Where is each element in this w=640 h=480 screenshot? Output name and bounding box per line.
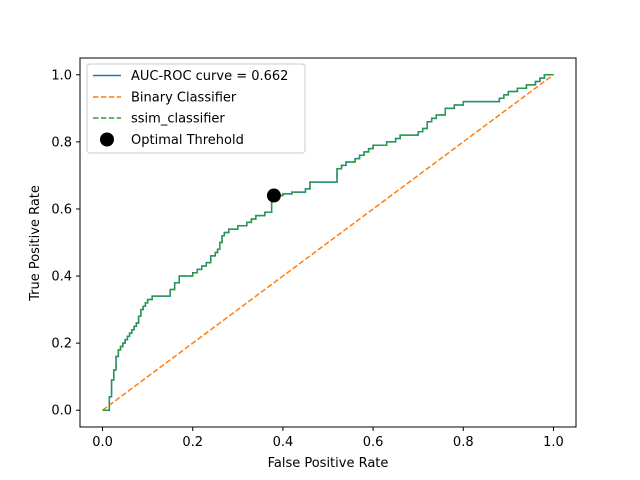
legend: AUC-ROC curve = 0.662 Binary Classifier …	[86, 63, 306, 154]
x-axis-label: False Positive Rate	[268, 456, 389, 471]
x-tick-label: 0.4	[273, 435, 294, 450]
binary-classifier-line	[102, 74, 554, 411]
x-tick-label: 0.8	[453, 435, 474, 450]
x-tick-label: 0.0	[92, 435, 113, 450]
legend-label-optimal: Optimal Threhold	[131, 133, 244, 148]
legend-label-auc: AUC-ROC curve = 0.662	[131, 69, 288, 84]
y-axis-label: True Positive Rate	[28, 185, 43, 302]
y-tick-label: 0.6	[51, 202, 72, 217]
optimal-threshold-point	[266, 188, 281, 203]
legend-marker-optimal	[100, 132, 114, 147]
y-tick-label: 0.2	[51, 337, 72, 352]
ssim-classifier-line	[102, 74, 554, 411]
legend-label-ssim: ssim_classifier	[131, 112, 225, 127]
legend-label-binary: Binary Classifier	[131, 91, 237, 106]
x-tick-label: 1.0	[543, 435, 564, 450]
x-tick-label: 0.6	[363, 435, 384, 450]
y-tick-label: 0.4	[51, 270, 72, 285]
plot-frame	[79, 57, 577, 428]
plot-lines	[102, 74, 554, 411]
x-axis: 0.0 0.2 0.4 0.6 0.8 1.0	[92, 427, 564, 450]
y-tick-label: 0.0	[51, 404, 72, 419]
legend-box	[86, 63, 306, 154]
y-axis: 0.0 0.2 0.4 0.6 0.8 1.0	[51, 68, 80, 419]
y-tick-label: 1.0	[51, 68, 72, 83]
x-tick-label: 0.2	[182, 435, 203, 450]
y-tick-label: 0.8	[51, 135, 72, 150]
